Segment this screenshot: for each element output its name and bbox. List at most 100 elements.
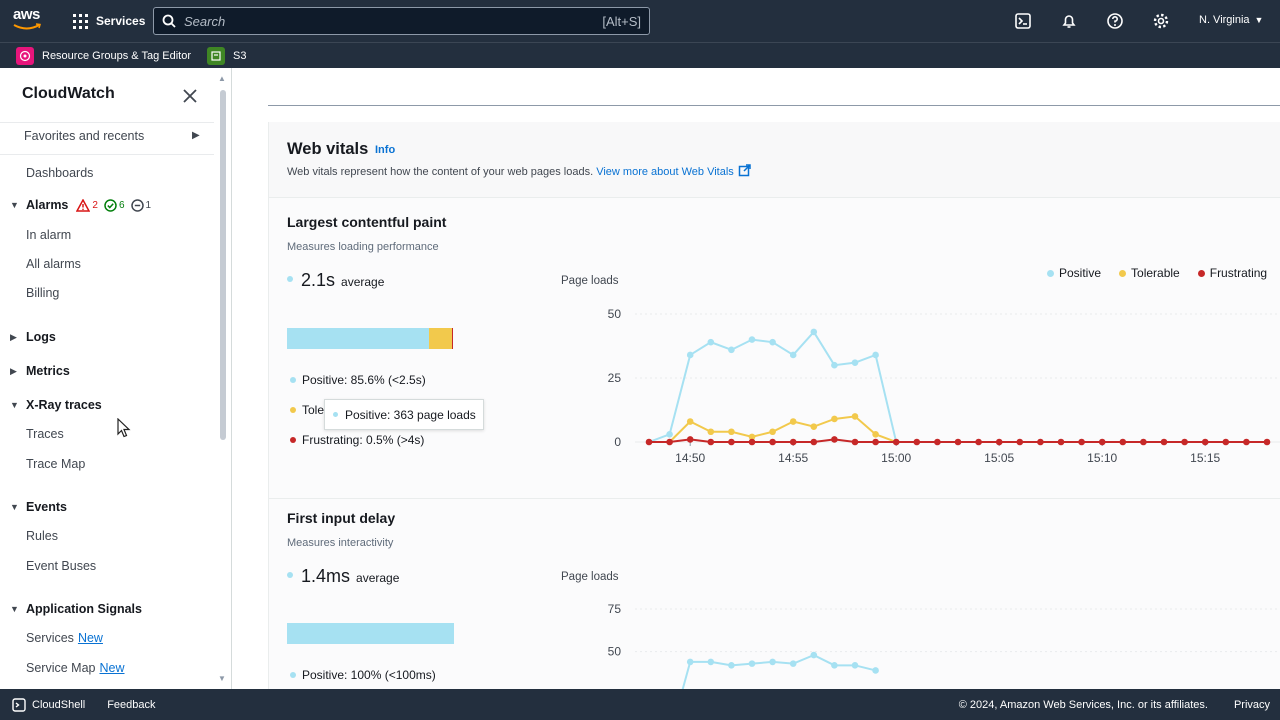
feedback-link[interactable]: Feedback — [107, 698, 156, 711]
sidebar-section-label: Alarms — [26, 198, 69, 212]
legend-positive[interactable]: Positive — [1047, 266, 1101, 280]
caret-down-icon: ▼ — [10, 200, 19, 210]
data-point-frustrating — [748, 438, 756, 446]
description-text: Web vitals represent how the content of … — [287, 166, 594, 178]
data-point-positive — [686, 658, 694, 666]
data-point-frustrating — [1119, 438, 1127, 446]
sidebar-item-billing[interactable]: Billing — [26, 286, 60, 300]
scrollbar-thumb[interactable] — [220, 90, 226, 440]
sidebar-item-trace-map[interactable]: Trace Map — [26, 457, 86, 471]
sidebar-item-service-map[interactable]: Service Map New — [26, 661, 125, 675]
fid-distribution-bar[interactable] — [287, 623, 454, 644]
sidebar-section-label: Application Signals — [26, 602, 142, 616]
favorite-label: S3 — [232, 49, 247, 62]
favorite-resource-groups[interactable]: Resource Groups & Tag Editor — [16, 46, 191, 65]
help-icon[interactable] — [1106, 12, 1124, 30]
aws-logo[interactable]: aws — [13, 7, 43, 34]
caret-right-icon: ▶ — [10, 365, 17, 376]
average-label: average — [356, 571, 400, 585]
region-selector[interactable]: N. Virginia ▼ — [1199, 14, 1263, 26]
privacy-link[interactable]: Privacy — [1233, 698, 1270, 711]
web-vitals-link[interactable]: View more about Web Vitals — [596, 164, 751, 178]
y-tick-label: 75 — [608, 602, 622, 616]
data-point-frustrating — [810, 438, 818, 446]
fid-average: 1.4ms average — [287, 566, 399, 587]
favorite-s3[interactable]: S3 — [206, 46, 247, 65]
data-point-frustrating — [789, 438, 797, 446]
legend-frustrating[interactable]: Frustrating — [1197, 266, 1267, 280]
tolerable-segment[interactable] — [429, 328, 453, 349]
sidebar-item-traces[interactable]: Traces — [26, 427, 64, 441]
sidebar-section-xray[interactable]: ▼ X-Ray traces — [10, 398, 102, 412]
sidebar-section-events[interactable]: ▼ Events — [10, 500, 67, 514]
check-circle-icon — [104, 198, 117, 212]
sidebar-favorites-recents[interactable]: Favorites and recents — [24, 129, 145, 143]
fid-chart[interactable]: 50 75 — [269, 122, 1280, 689]
x-tick-label: 15:00 — [881, 451, 911, 465]
sidebar-item-services[interactable]: Services New — [26, 631, 103, 645]
web-vitals-header: Web vitals Info Web vitals represent how… — [269, 122, 1280, 198]
cloudshell-icon[interactable] — [1014, 12, 1032, 30]
gear-icon[interactable] — [1152, 12, 1170, 30]
data-point-frustrating — [954, 438, 962, 446]
copyright-text: © 2024, Amazon Web Services, Inc. or its… — [958, 698, 1208, 711]
sidebar-section-metrics[interactable]: ▶ Metrics — [10, 364, 70, 378]
sidebar-item-rules[interactable]: Rules — [26, 529, 58, 543]
divider — [268, 105, 1280, 106]
favorites-bar: Resource Groups & Tag Editor S3 — [0, 42, 1280, 68]
web-vitals-panel: Web vitals Info Web vitals represent how… — [268, 122, 1280, 689]
sidebar-scrollbar[interactable]: ▲ ▼ — [217, 74, 229, 686]
sidebar-section-logs[interactable]: ▶ Logs — [10, 330, 56, 344]
scroll-down-icon[interactable]: ▼ — [218, 674, 226, 683]
sidebar-section-alarms[interactable]: ▼ Alarms 2 6 1 — [10, 198, 157, 212]
sidebar: CloudWatch Favorites and recents ▶ Dashb… — [0, 68, 232, 689]
sidebar-item-dashboards[interactable]: Dashboards — [26, 166, 94, 180]
services-menu-button[interactable]: Services — [73, 10, 145, 32]
caret-down-icon: ▼ — [10, 400, 19, 410]
sidebar-title: CloudWatch — [22, 85, 115, 102]
legend-tolerable[interactable]: Tolerable — [1119, 266, 1180, 280]
data-point-positive — [707, 658, 715, 666]
sidebar-section-label: Logs — [26, 330, 56, 344]
search-input[interactable] — [184, 13, 603, 29]
bell-icon[interactable] — [1060, 12, 1078, 30]
close-icon[interactable] — [181, 87, 199, 105]
data-point-positive — [851, 662, 859, 669]
data-point-tolerable — [872, 431, 879, 438]
sidebar-item-event-buses[interactable]: Event Buses — [26, 559, 97, 573]
data-point-frustrating — [1222, 438, 1230, 446]
data-point-frustrating — [851, 438, 859, 446]
alarm-ok-badge: 6 — [104, 198, 125, 212]
data-point-tolerable — [851, 413, 859, 420]
data-point-tolerable — [728, 428, 735, 436]
series-line-positive — [681, 653, 876, 689]
positive-segment[interactable] — [287, 623, 454, 644]
new-badge: New — [77, 631, 103, 645]
scroll-up-icon[interactable]: ▲ — [218, 74, 226, 83]
search-box[interactable]: [Alt+S] — [153, 7, 650, 35]
lcp-subtitle: Measures loading performance — [287, 241, 439, 253]
positive-segment[interactable] — [287, 328, 430, 349]
sidebar-item-in-alarm[interactable]: In alarm — [26, 228, 72, 242]
sidebar-section-application-signals[interactable]: ▼ Application Signals — [10, 602, 142, 616]
fid-title: First input delay — [287, 510, 396, 526]
sidebar-item-all-alarms[interactable]: All alarms — [26, 257, 81, 271]
cloudshell-button[interactable]: CloudShell — [12, 697, 85, 712]
data-point-frustrating — [975, 438, 982, 446]
data-point-frustrating — [1098, 438, 1106, 446]
x-tick-label: 15:05 — [984, 451, 1014, 465]
lcp-chart-ylabel: Page loads — [561, 275, 619, 287]
alarm-insufficient-badge: 1 — [130, 198, 151, 212]
data-point-frustrating — [995, 438, 1003, 446]
data-point-frustrating — [728, 438, 735, 446]
caret-down-icon: ▼ — [10, 604, 19, 614]
lcp-chart[interactable]: 0 25 50 14:50 14:55 15:00 15:05 15:10 15:15 — [269, 122, 1280, 522]
lcp-distribution-bar[interactable] — [287, 328, 453, 349]
data-point-positive — [748, 336, 756, 343]
average-value: 1.4ms — [301, 566, 351, 586]
caret-right-icon[interactable]: ▶ — [192, 130, 200, 141]
average-value: 2.1s — [301, 270, 336, 290]
frustrating-segment[interactable] — [452, 328, 453, 349]
s3-icon — [206, 46, 225, 65]
info-link[interactable]: Info — [375, 144, 396, 156]
